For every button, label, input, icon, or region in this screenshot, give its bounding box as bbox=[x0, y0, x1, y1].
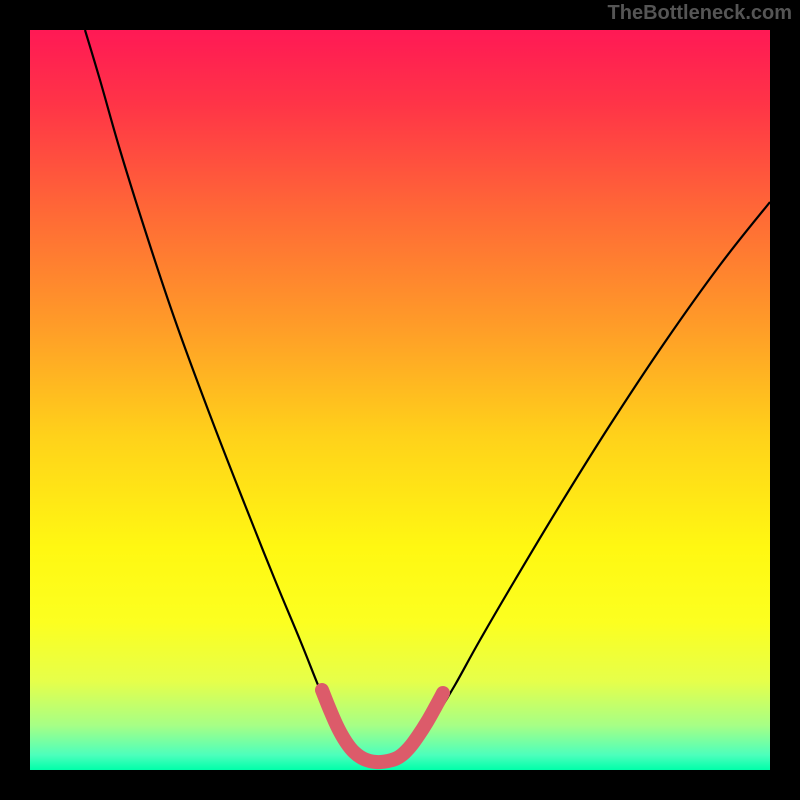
bottleneck-curve-chart bbox=[30, 30, 770, 770]
chart-container: TheBottleneck.com bbox=[0, 0, 800, 800]
plot-area bbox=[30, 30, 770, 770]
chart-background bbox=[30, 30, 770, 770]
watermark-text: TheBottleneck.com bbox=[608, 2, 792, 25]
